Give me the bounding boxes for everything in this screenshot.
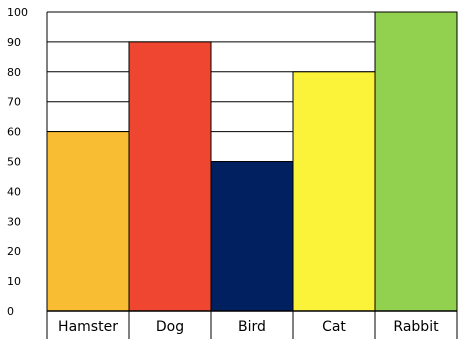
y-tick-label: 80 [7, 66, 21, 79]
y-tick-label: 60 [7, 126, 21, 139]
axes [46, 12, 458, 339]
bar-hamster [46, 131, 130, 312]
y-tick-label: 40 [7, 185, 21, 198]
y-tick-label: 10 [7, 275, 21, 288]
bar-cat [292, 71, 376, 312]
y-tick-label: 50 [7, 156, 21, 169]
y-tick-label: 0 [7, 305, 14, 318]
category-labels: Hamster Dog Bird Cat Rabbit [58, 319, 439, 335]
y-tick-label: 100 [7, 6, 28, 19]
y-tick-labels: 0 10 20 30 40 50 60 70 80 90 100 [7, 6, 28, 318]
bar-dog [128, 41, 212, 312]
bars [46, 11, 458, 312]
category-label: Hamster [58, 319, 118, 335]
category-label: Cat [322, 319, 346, 335]
y-tick-label: 30 [7, 215, 21, 228]
bar-bird [210, 161, 294, 312]
category-label: Dog [156, 319, 184, 335]
category-label: Rabbit [393, 319, 439, 335]
y-tick-label: 20 [7, 245, 21, 258]
y-tick-label: 70 [7, 96, 21, 109]
category-label: Bird [238, 319, 266, 335]
y-tick-label: 90 [7, 36, 21, 49]
bar-rabbit [374, 11, 458, 312]
